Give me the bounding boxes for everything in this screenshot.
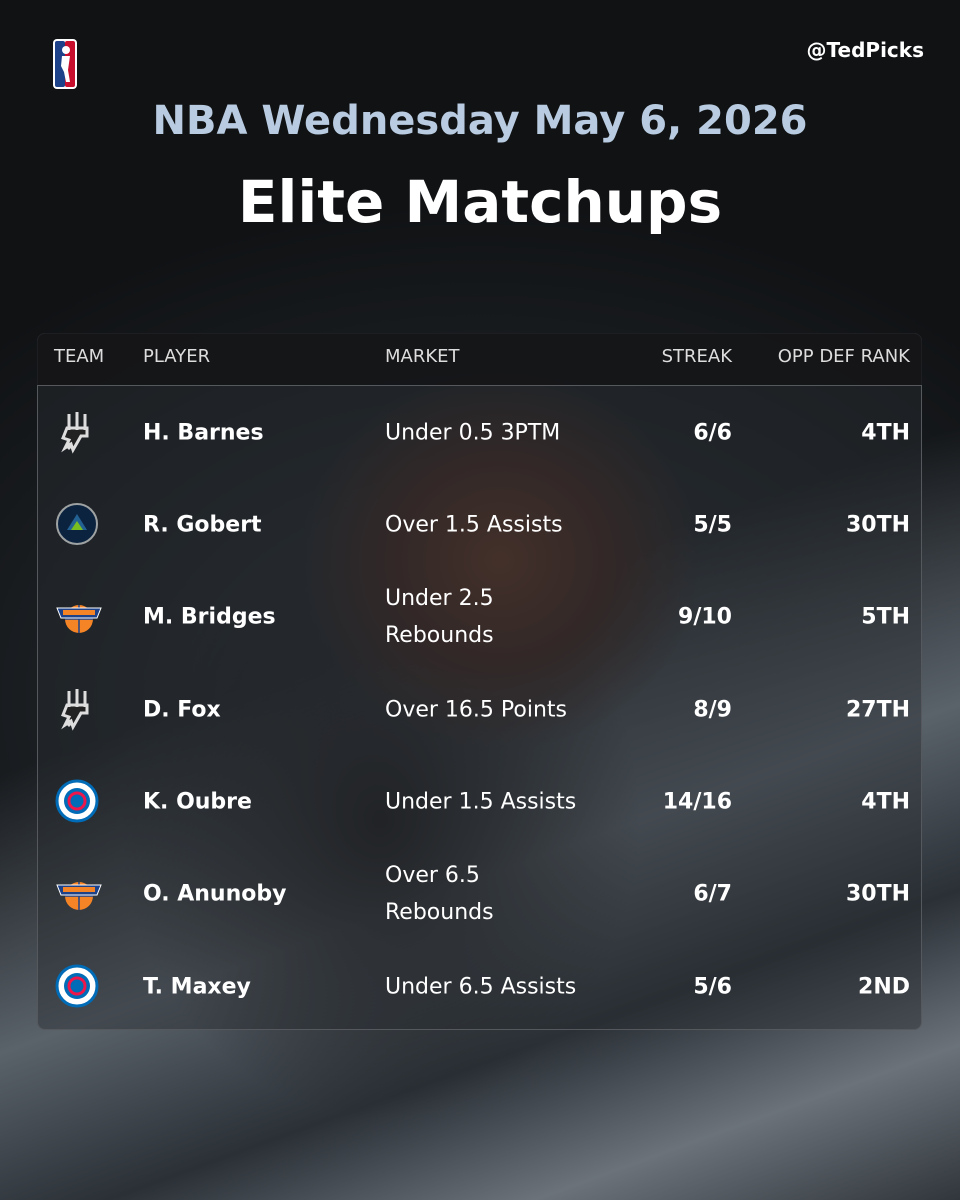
opp-def-rank: 30TH — [845, 881, 910, 907]
player: T. Maxey — [143, 974, 251, 1000]
market: Over 6.5 Rebounds — [385, 863, 494, 925]
column-header: PLAYER — [143, 346, 211, 367]
team-logo — [56, 881, 102, 911]
market: Under 6.5 Assists — [385, 974, 577, 1000]
player: O. Anunoby — [143, 881, 287, 907]
opp-def-rank: 27TH — [845, 697, 910, 723]
table-header — [37, 333, 922, 386]
subtitle: NBA Wednesday May 6, 2026 — [152, 98, 808, 144]
streak: 5/6 — [693, 974, 732, 1000]
nba-logo — [53, 39, 77, 89]
handle: @TedPicks — [806, 38, 924, 62]
team-logo — [55, 779, 99, 823]
opp-def-rank: 30TH — [845, 512, 910, 538]
opp-def-rank: 2ND — [858, 974, 910, 1000]
player: D. Fox — [143, 697, 221, 723]
opp-def-rank: 5TH — [861, 604, 910, 630]
market: Under 0.5 3PTM — [385, 420, 561, 446]
market: Under 2.5 Rebounds — [385, 586, 494, 648]
player: H. Barnes — [143, 420, 264, 446]
column-header: MARKET — [385, 346, 460, 367]
table-row: H. Barnes Under 0.5 3PTM 6/6 4TH — [37, 387, 922, 479]
opp-def-rank: 4TH — [861, 789, 910, 815]
streak: 14/16 — [662, 789, 732, 815]
market: Under 1.5 Assists — [385, 789, 577, 815]
table-row: O. Anunoby Over 6.5 Rebounds 6/7 30TH — [37, 848, 922, 940]
table-row: D. Fox Over 16.5 Points 8/9 27TH — [37, 664, 922, 756]
streak: 8/9 — [693, 697, 732, 723]
column-header: STREAK — [661, 346, 732, 367]
streak: 9/10 — [678, 604, 732, 630]
table-row: M. Bridges Under 2.5 Rebounds 9/10 5TH — [37, 571, 922, 663]
team-logo — [56, 503, 98, 545]
streak: 5/5 — [693, 512, 732, 538]
opp-def-rank: 4TH — [861, 420, 910, 446]
table-row: K. Oubre Under 1.5 Assists 14/16 4TH — [37, 756, 922, 848]
team-logo — [56, 604, 102, 634]
column-header: TEAM — [54, 346, 105, 367]
title: Elite Matchups — [237, 168, 723, 236]
table-row: R. Gobert Over 1.5 Assists 5/5 30TH — [37, 479, 922, 571]
player: M. Bridges — [143, 604, 276, 630]
table-row: T. Maxey Under 6.5 Assists 5/6 2ND — [37, 941, 922, 1033]
table-panel — [37, 333, 922, 1030]
streak: 6/6 — [693, 420, 732, 446]
column-header: OPP DEF RANK — [777, 346, 910, 367]
streak: 6/7 — [693, 881, 732, 907]
player: R. Gobert — [143, 512, 262, 538]
team-logo — [61, 410, 89, 452]
team-logo — [61, 687, 89, 729]
player: K. Oubre — [143, 789, 252, 815]
team-logo — [55, 964, 99, 1008]
market: Over 16.5 Points — [385, 697, 567, 723]
market: Over 1.5 Assists — [385, 512, 563, 538]
